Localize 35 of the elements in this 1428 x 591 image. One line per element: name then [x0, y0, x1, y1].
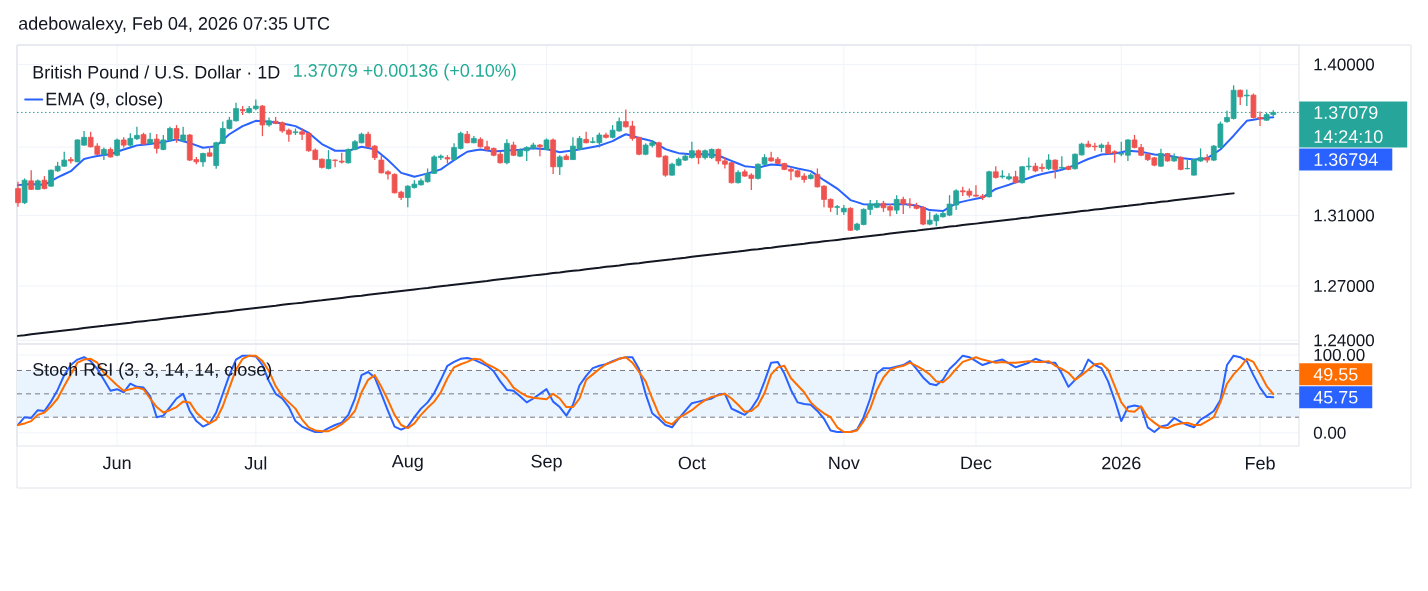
ref-line-label: 1.37079 14:24:10 — [1314, 106, 1383, 143]
y-tick-label: 1.24000 — [1314, 334, 1374, 347]
candlestick — [537, 143, 543, 157]
text: 1.36794 — [1314, 153, 1378, 166]
text: adebowalexy, Feb 04, 2026 07:35 UTC — [18, 16, 330, 34]
candlestick — [847, 206, 854, 232]
y-tick-label: 1.40000 — [1314, 58, 1374, 71]
x-tick-label: Feb — [1246, 456, 1275, 470]
x-tick-label: Aug — [391, 454, 423, 472]
y-tick-label: 1.27000 — [1314, 279, 1374, 292]
candlestick — [893, 194, 900, 215]
candlestick — [15, 181, 21, 208]
x-tick-label: 2026 — [1102, 456, 1141, 470]
candlestick — [504, 138, 510, 165]
x-tick-label: Nov — [829, 456, 860, 470]
text: British Pound / U.S. Dollar · 1D — [33, 65, 280, 79]
x-tick-label: Sep — [531, 454, 562, 472]
y-tick-label: 0.00 — [1313, 426, 1346, 439]
x-tick-label: Dec — [961, 456, 992, 470]
text: 49.55 — [1313, 367, 1358, 381]
candlestick — [259, 104, 266, 137]
candlestick — [332, 158, 338, 169]
text: 45.75 — [1313, 391, 1358, 404]
legend-label: EMA (9, close) — [46, 92, 163, 109]
candlestick — [1052, 158, 1059, 180]
candlestick — [556, 154, 563, 176]
candlestick — [153, 133, 160, 155]
candlestick — [21, 177, 28, 205]
x-tick-label: Jul — [244, 456, 267, 470]
text: 1.37079 +0.00136 (+0.10%) — [294, 63, 516, 81]
y-tick-label: 1.31000 — [1314, 209, 1374, 222]
x-tick-label: Oct — [678, 456, 706, 470]
line-series — [16, 192, 1235, 337]
x-tick-label: Jun — [102, 456, 131, 470]
y-tick-label: 100.00 — [1314, 348, 1365, 361]
